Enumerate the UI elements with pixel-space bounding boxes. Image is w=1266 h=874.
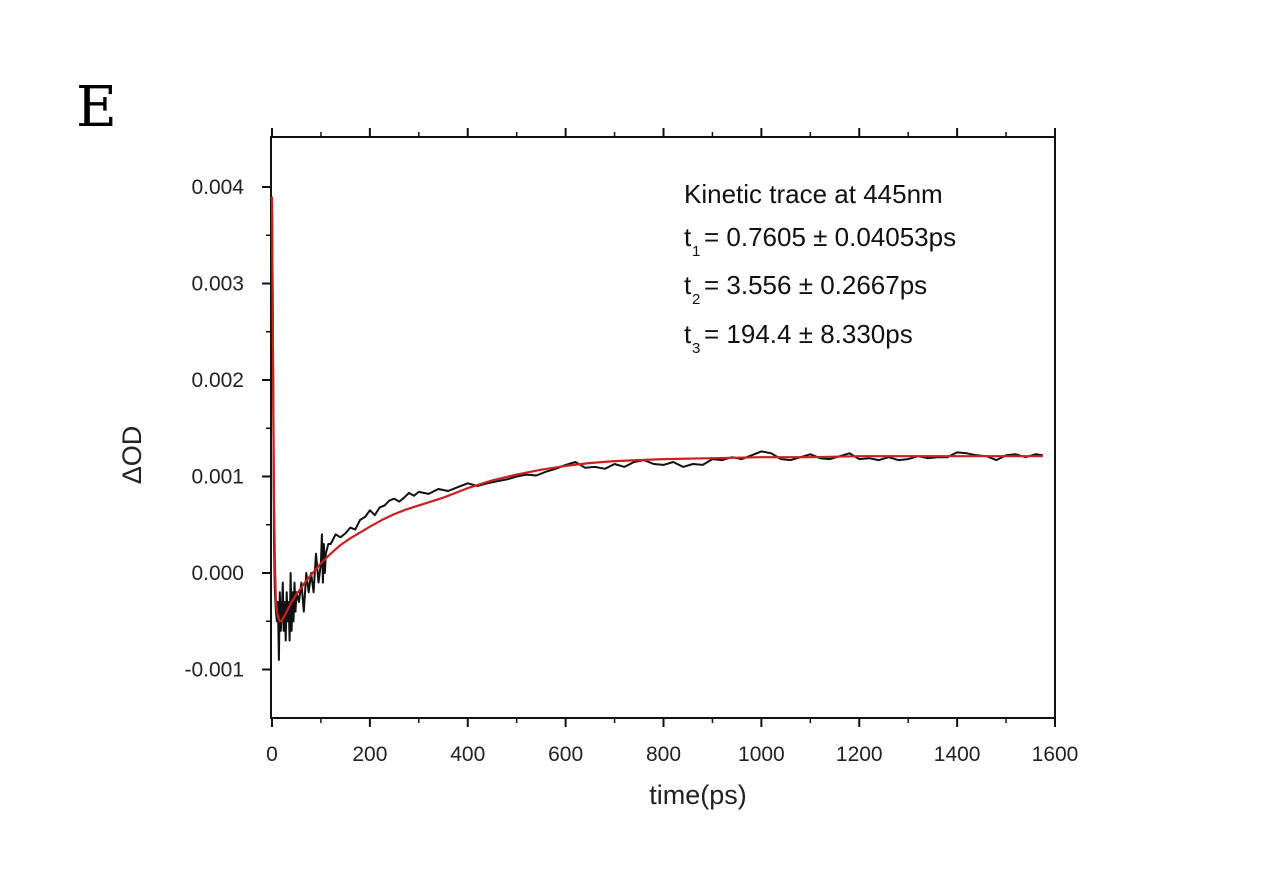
x-tick-label: 400: [450, 743, 485, 766]
y-tick-label: 0.004: [191, 176, 244, 199]
annotation-box: Kinetic trace at 445nm t 1 = 0.7605 ± 0.…: [684, 179, 956, 357]
fit-line: [270, 196, 1043, 623]
x-tick-label: 0: [266, 743, 278, 766]
x-axis-ticks: 0 200 400 600 800 1000 1200 1400 1600: [266, 128, 1078, 766]
annotation-t1-subscript: 1: [692, 243, 700, 260]
annotation-t2-symbol: t: [684, 270, 692, 300]
annotation-t1-value: = 0.7605 ± 0.04053ps: [704, 222, 956, 252]
x-tick-label: 200: [352, 743, 387, 766]
annotation-t2-value: = 3.556 ± 0.2667ps: [704, 270, 927, 300]
annotation-title: Kinetic trace at 445nm: [684, 179, 943, 209]
x-tick-label: 1000: [738, 743, 785, 766]
annotation-t3-subscript: 3: [692, 340, 700, 357]
annotation-t3-symbol: t: [684, 319, 692, 349]
panel-label: E: [76, 75, 117, 140]
series-layer: [270, 196, 1043, 661]
annotation-t2-subscript: 2: [692, 291, 700, 308]
annotation-t1-symbol: t: [684, 222, 692, 252]
x-tick-label: 600: [548, 743, 583, 766]
x-tick-label: 1200: [836, 743, 883, 766]
y-axis-title: ΔOD: [117, 426, 147, 485]
y-axis-ticks: -0.001 0.000 0.001 0.002 0.003 0.004: [184, 176, 271, 682]
y-tick-label: 0.000: [191, 562, 244, 585]
annotation-t3-value: = 194.4 ± 8.330ps: [704, 319, 913, 349]
kinetic-trace-line: [271, 196, 1043, 661]
y-tick-label: 0.002: [191, 369, 244, 392]
y-tick-label: 0.001: [191, 466, 244, 489]
x-tick-label: 1600: [1032, 743, 1079, 766]
y-tick-label: 0.003: [191, 273, 244, 296]
y-tick-label: -0.001: [184, 659, 244, 682]
x-axis-title: time(ps): [649, 780, 747, 810]
x-tick-label: 1400: [934, 743, 981, 766]
x-tick-label: 800: [646, 743, 681, 766]
